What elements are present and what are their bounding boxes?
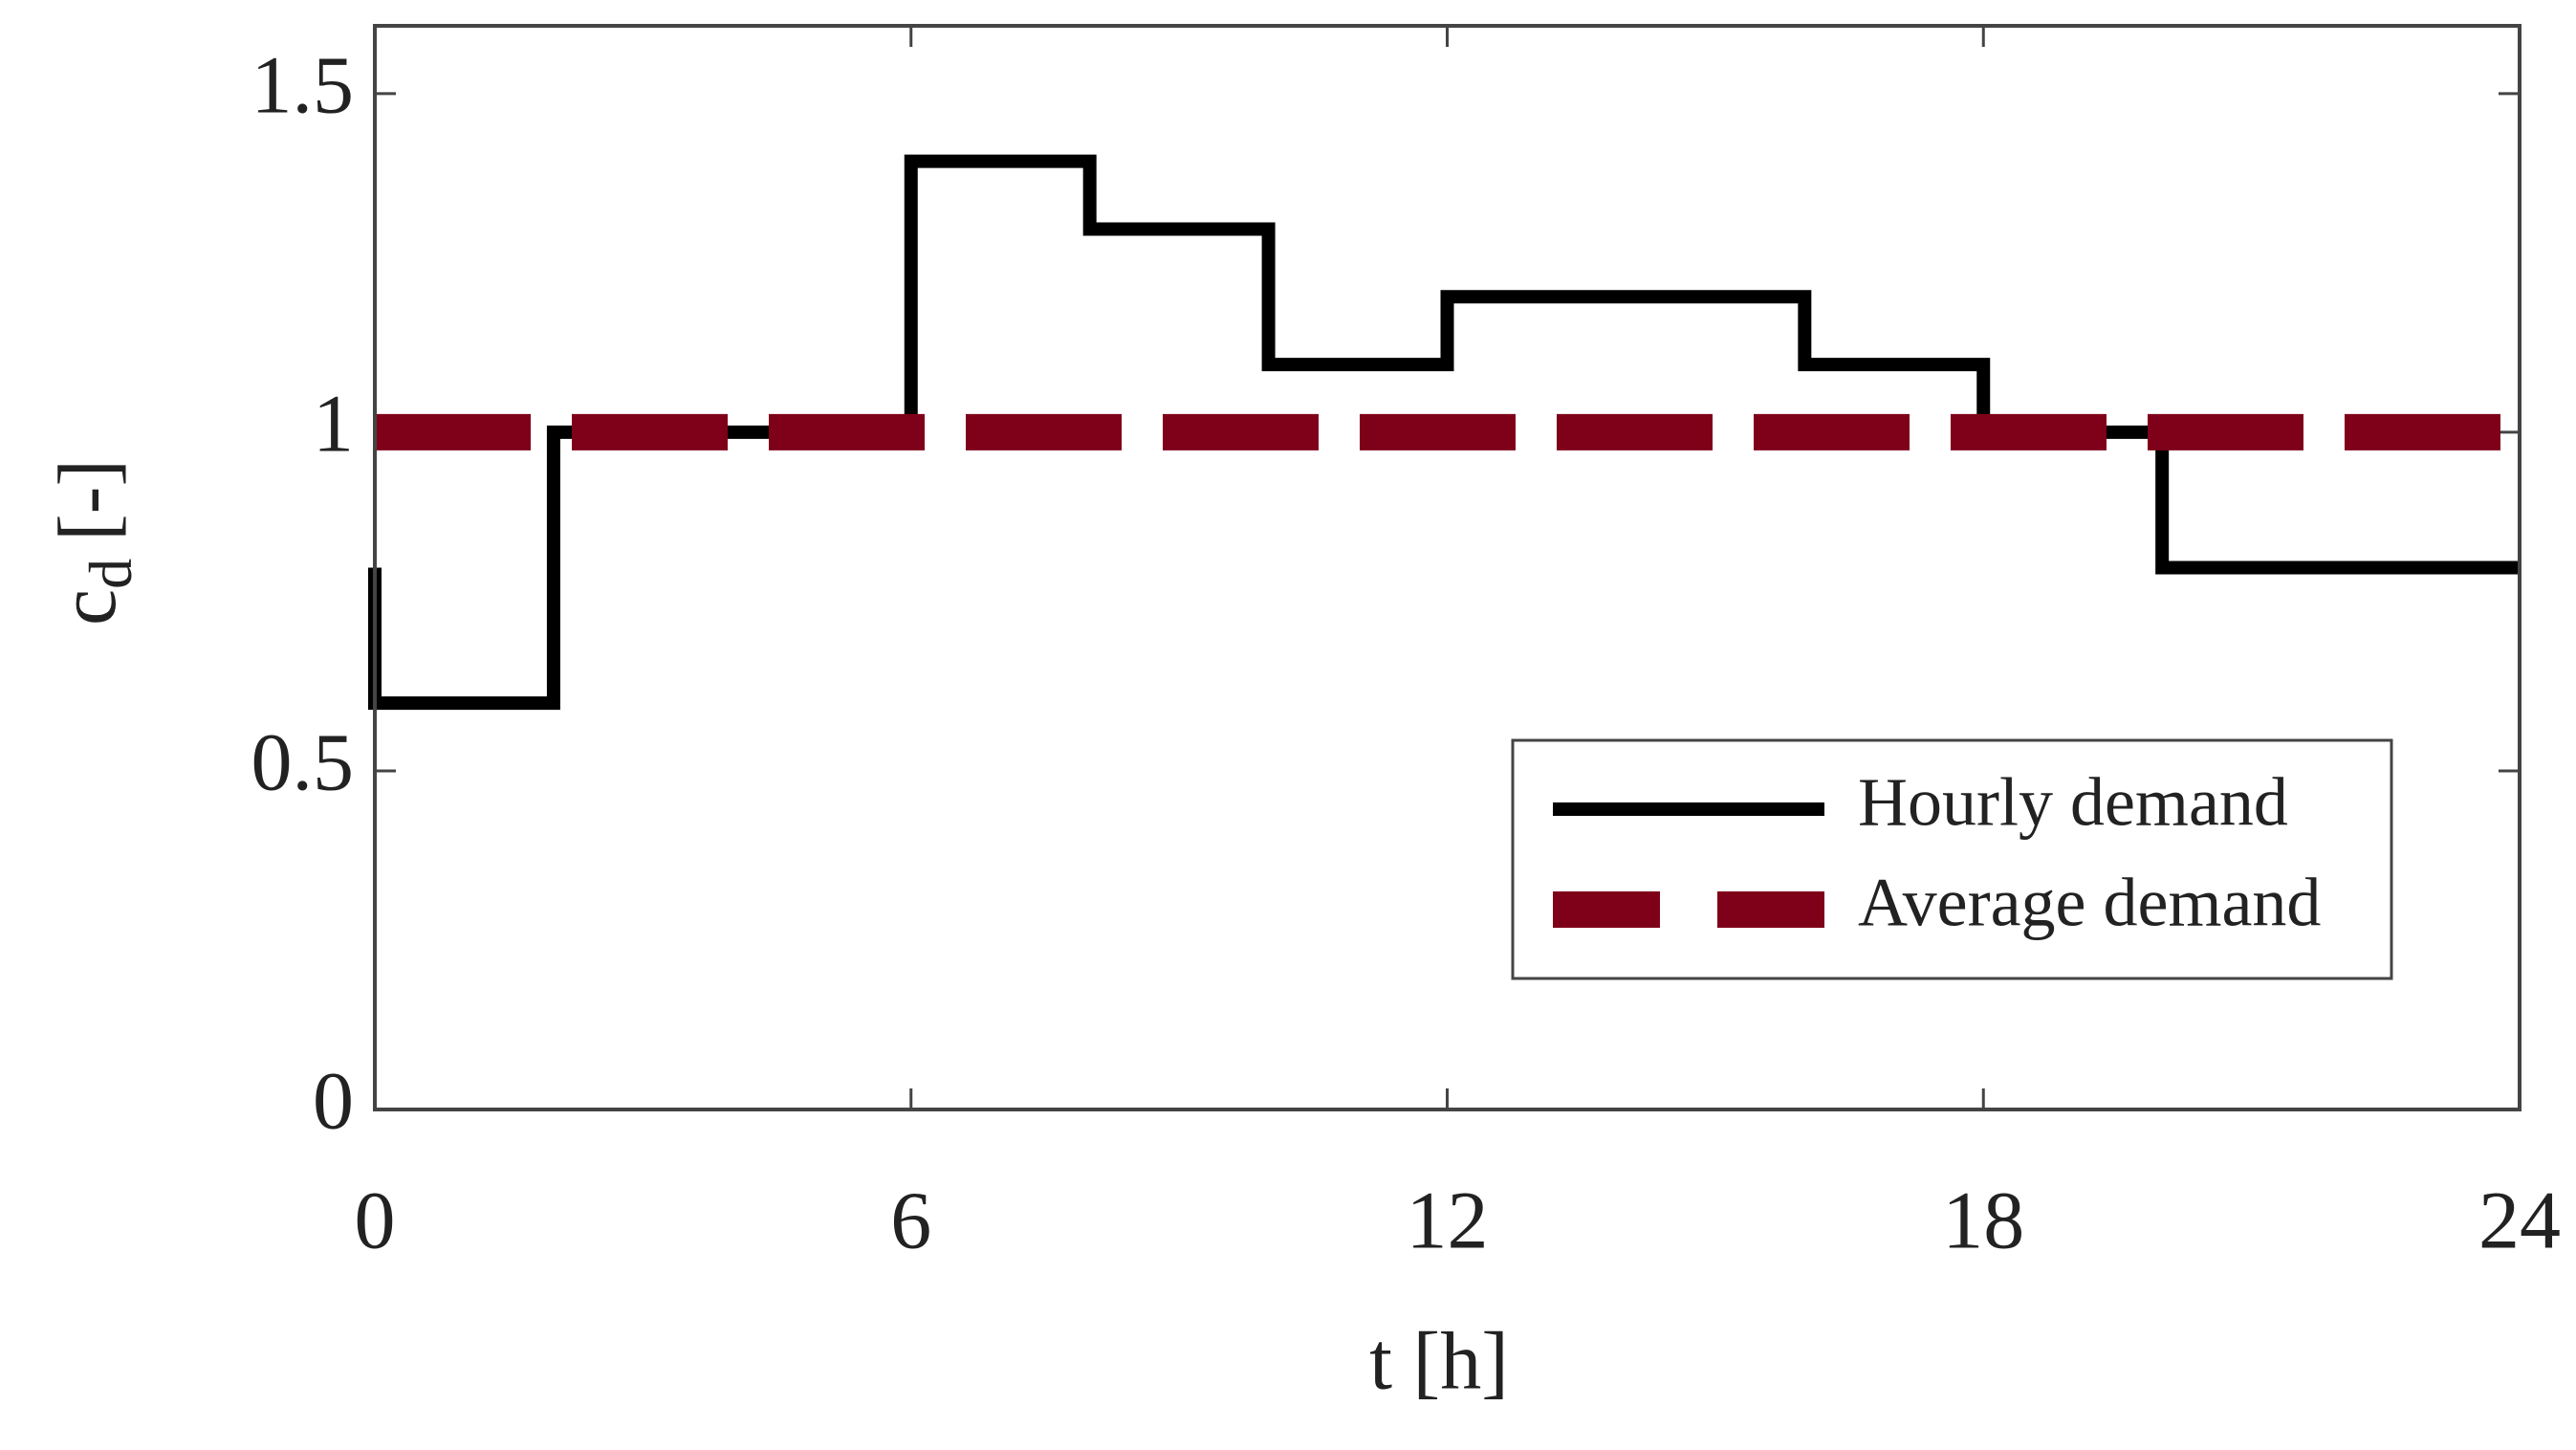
y-label-sub: d: [76, 559, 144, 589]
x-tick-label: 18: [1942, 1175, 2024, 1266]
y-axis-label: cd [-]: [41, 459, 144, 626]
legend-label: Hourly demand: [1858, 764, 2288, 841]
x-tick-label: 12: [1407, 1175, 1489, 1266]
x-axis-label: t [h]: [1369, 1315, 1509, 1407]
y-tick-label: 1.5: [251, 39, 355, 131]
x-tick-label: 0: [355, 1175, 396, 1266]
x-tick-label: 6: [890, 1175, 931, 1266]
y-label-main: c: [41, 589, 133, 626]
plot-frame: [373, 24, 2521, 1111]
y-tick-label: 0: [313, 1055, 354, 1147]
y-tick-label: 1: [313, 378, 354, 470]
y-label-unit: [-]: [41, 459, 133, 541]
y-tick-label: 0.5: [251, 716, 355, 808]
legend-label: Average demand: [1858, 865, 2321, 941]
legend-box: [1511, 738, 2393, 980]
x-tick-label: 24: [2478, 1175, 2561, 1266]
